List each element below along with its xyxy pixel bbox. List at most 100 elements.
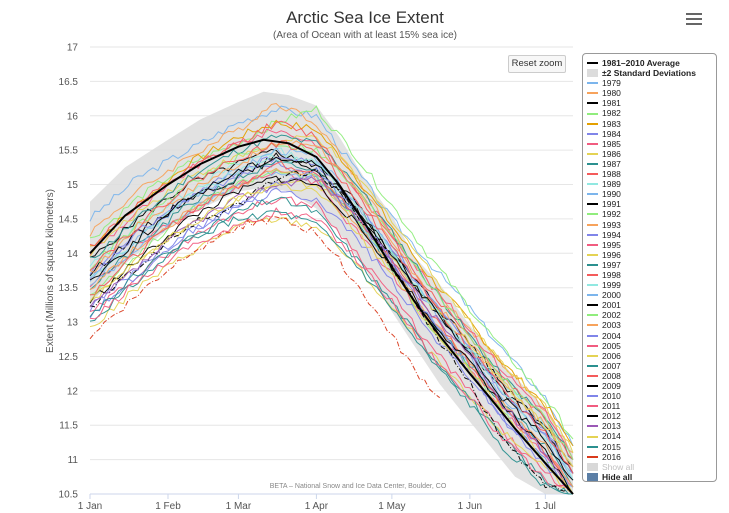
legend-label: 2005 — [602, 340, 621, 351]
legend-item-2010[interactable]: 2010 — [583, 391, 716, 401]
legend-label: 1993 — [602, 219, 621, 230]
std-band-area — [90, 91, 573, 494]
y-tick-label: 16 — [67, 111, 79, 122]
legend-label: 1986 — [602, 148, 621, 159]
legend-label: 1984 — [602, 128, 621, 139]
legend-label: 2008 — [602, 370, 621, 381]
legend-item-1998[interactable]: 1998 — [583, 270, 716, 280]
series-line-2005 — [89, 196, 574, 495]
legend-label: 1997 — [602, 259, 621, 270]
legend-label: 1980 — [602, 88, 621, 99]
legend-item-1992[interactable]: 1992 — [583, 209, 716, 219]
y-tick-label: 16.5 — [59, 77, 79, 88]
legend-label: 2010 — [602, 391, 621, 402]
x-tick-label: 1 Jun — [458, 501, 482, 512]
series-line-1992 — [89, 142, 574, 460]
legend-item-2001[interactable]: 2001 — [583, 300, 716, 310]
legend-swatch — [587, 213, 598, 216]
legend-item-2013[interactable]: 2013 — [583, 421, 716, 431]
series-line-1998 — [89, 140, 574, 474]
legend-swatch — [587, 69, 598, 78]
legend-item-1987[interactable]: 1987 — [583, 159, 716, 169]
hamburger-menu-icon[interactable] — [683, 10, 705, 28]
legend-item-1995[interactable]: 1995 — [583, 240, 716, 250]
legend-item-2003[interactable]: 2003 — [583, 320, 716, 330]
series-line-2010 — [89, 166, 574, 495]
legend-item-2008[interactable]: 2008 — [583, 371, 716, 381]
legend-swatch — [587, 354, 598, 357]
y-axis-title: Extent (Millions of square kilometers) — [45, 189, 56, 353]
legend-item-1982[interactable]: 1982 — [583, 108, 716, 118]
legend-label: 1979 — [602, 78, 621, 89]
legend-item-1991[interactable]: 1991 — [583, 199, 716, 209]
legend-item-std-band[interactable]: ±2 Standard Deviations — [583, 68, 716, 78]
legend-swatch — [587, 395, 598, 398]
legend-item-1981[interactable]: 1981 — [583, 98, 716, 108]
x-tick-label: 1 May — [378, 501, 405, 512]
legend-label: 1996 — [602, 249, 621, 260]
legend-item-1996[interactable]: 1996 — [583, 250, 716, 260]
legend-item-1993[interactable]: 1993 — [583, 220, 716, 230]
legend-label: ±2 Standard Deviations — [602, 68, 696, 79]
legend-item-2006[interactable]: 2006 — [583, 351, 716, 361]
legend-item-1994[interactable]: 1994 — [583, 230, 716, 240]
series-line-2013 — [89, 176, 574, 495]
legend-item-1997[interactable]: 1997 — [583, 260, 716, 270]
legend-label: 2000 — [602, 290, 621, 301]
legend-swatch — [587, 82, 598, 85]
legend-label: 1992 — [602, 209, 621, 220]
series-line-2014 — [89, 183, 574, 495]
legend-item-2000[interactable]: 2000 — [583, 290, 716, 300]
legend-item-1979[interactable]: 1979 — [583, 78, 716, 88]
legend-item-2007[interactable]: 2007 — [583, 361, 716, 371]
legend-item-1989[interactable]: 1989 — [583, 179, 716, 189]
legend-label: 2003 — [602, 320, 621, 331]
legend-item-2005[interactable]: 2005 — [583, 341, 716, 351]
legend-item-2009[interactable]: 2009 — [583, 381, 716, 391]
x-tick-label: 1 Apr — [305, 501, 329, 512]
legend-swatch — [587, 162, 598, 165]
legend-label: 1983 — [602, 118, 621, 129]
legend-swatch — [587, 415, 598, 418]
x-tick-label: 1 Feb — [155, 501, 181, 512]
legend-label: 2013 — [602, 421, 621, 432]
legend-swatch — [587, 92, 598, 95]
legend-item-average[interactable]: 1981–2010 Average — [583, 58, 716, 68]
std-band-layer — [90, 91, 573, 494]
legend-item-1985[interactable]: 1985 — [583, 139, 716, 149]
legend-label: 1998 — [602, 269, 621, 280]
legend-label: 1994 — [602, 229, 621, 240]
reset-zoom-button[interactable]: Reset zoom — [508, 55, 566, 73]
legend-item-2004[interactable]: 2004 — [583, 331, 716, 341]
legend-item-1983[interactable]: 1983 — [583, 119, 716, 129]
legend-label: 1991 — [602, 199, 621, 210]
series-line-1986 — [89, 135, 574, 453]
legend-label: 1981 — [602, 98, 621, 109]
legend-item-2011[interactable]: 2011 — [583, 401, 716, 411]
y-tick-label: 17 — [67, 43, 79, 54]
legend-show-all-button[interactable]: Show all — [583, 462, 716, 472]
legend-hide-all-button[interactable]: Hide all — [583, 472, 716, 481]
legend-item-2002[interactable]: 2002 — [583, 310, 716, 320]
legend-item-1990[interactable]: 1990 — [583, 189, 716, 199]
legend-swatch — [587, 223, 598, 226]
legend-item-2012[interactable]: 2012 — [583, 411, 716, 421]
legend-swatch — [587, 334, 598, 337]
legend-label: 2004 — [602, 330, 621, 341]
legend-swatch — [587, 435, 598, 438]
legend-swatch — [587, 122, 598, 125]
legend-swatch — [587, 173, 598, 176]
legend-item-2014[interactable]: 2014 — [583, 431, 716, 441]
legend-item-1980[interactable]: 1980 — [583, 88, 716, 98]
chart-title: Arctic Sea Ice Extent — [286, 8, 444, 27]
series-line-2011 — [89, 207, 574, 495]
legend-swatch — [587, 193, 598, 196]
legend-item-1999[interactable]: 1999 — [583, 280, 716, 290]
legend-item-2015[interactable]: 2015 — [583, 442, 716, 452]
legend-swatch — [587, 425, 598, 428]
legend-item-1984[interactable]: 1984 — [583, 129, 716, 139]
legend-item-1988[interactable]: 1988 — [583, 169, 716, 179]
legend-label: 2002 — [602, 310, 621, 321]
legend-item-1986[interactable]: 1986 — [583, 149, 716, 159]
legend-item-2016[interactable]: 2016 — [583, 452, 716, 462]
